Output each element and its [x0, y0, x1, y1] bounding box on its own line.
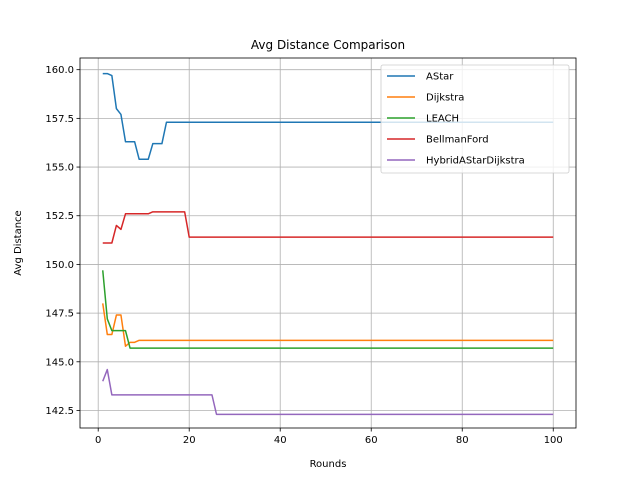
y-tick-label: 142.5	[45, 406, 74, 417]
x-tick-label: 100	[544, 435, 563, 446]
plot-frame	[79, 57, 577, 429]
x-tick-label: 60	[365, 435, 378, 446]
legend-entry-bellmanford: BellmanFord	[426, 135, 489, 146]
legend-entry-dijkstra: Dijkstra	[426, 93, 464, 104]
y-axis-ticks: 142.5 145.0 147.5 150.0 152.5 155.0 157.5 160.0	[45, 65, 80, 417]
y-tick-label: 155.0	[45, 163, 74, 174]
series-line-bellmanford	[102, 211, 554, 244]
legend-box	[380, 64, 570, 174]
x-tick-label: 80	[456, 435, 469, 446]
legend-entry-astar: AStar	[426, 72, 454, 83]
y-tick-label: 145.0	[45, 357, 74, 368]
x-tick-label: 0	[95, 435, 101, 446]
y-tick-label: 152.5	[45, 211, 74, 222]
y-tick-label: 160.0	[45, 65, 74, 76]
series-line-hybridastardijkstra	[102, 368, 554, 416]
chart-title: Avg Distance Comparison	[251, 38, 405, 52]
y-tick-label: 150.0	[45, 260, 74, 271]
y-tick-label: 157.5	[45, 114, 74, 125]
series-lines	[102, 72, 554, 416]
y-axis-label: Avg Distance	[13, 210, 24, 275]
y-tick-label: 147.5	[45, 309, 74, 320]
x-tick-label: 40	[274, 435, 287, 446]
grid-lines	[80, 58, 576, 428]
x-axis-label: Rounds	[310, 459, 347, 470]
x-axis-ticks: 0 20 40 60 80 100	[95, 428, 563, 446]
series-line-astar	[102, 72, 554, 161]
x-tick-label: 20	[183, 435, 196, 446]
series-line-leach	[102, 270, 554, 349]
legend-entry-leach: LEACH	[426, 114, 459, 125]
legend: AStar Dijkstra LEACH BellmanFord HybridAStar…	[380, 64, 570, 174]
legend-entry-hybridastardijkstra: HybridAStarDijkstra	[426, 156, 525, 167]
